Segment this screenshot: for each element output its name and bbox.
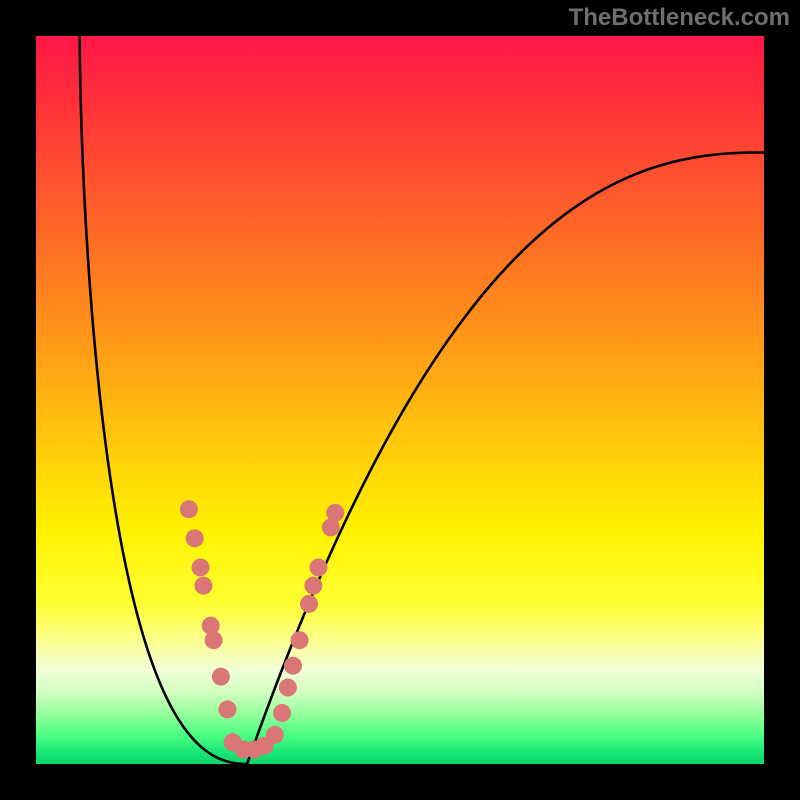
data-marker bbox=[279, 679, 297, 697]
data-marker bbox=[205, 631, 223, 649]
data-marker bbox=[326, 504, 344, 522]
chart-outer-frame: TheBottleneck.com bbox=[0, 0, 800, 800]
data-marker bbox=[284, 657, 302, 675]
data-marker bbox=[186, 529, 204, 547]
watermark-text: TheBottleneck.com bbox=[569, 4, 790, 32]
data-marker bbox=[304, 577, 322, 595]
data-marker bbox=[273, 704, 291, 722]
data-marker bbox=[266, 726, 284, 744]
data-marker bbox=[291, 631, 309, 649]
data-marker bbox=[180, 500, 198, 518]
data-marker bbox=[192, 558, 210, 576]
data-marker bbox=[194, 577, 212, 595]
plot-background bbox=[36, 36, 764, 764]
data-marker bbox=[300, 595, 318, 613]
data-marker bbox=[218, 700, 236, 718]
data-marker bbox=[309, 558, 327, 576]
data-marker bbox=[212, 668, 230, 686]
chart-svg bbox=[0, 0, 800, 800]
